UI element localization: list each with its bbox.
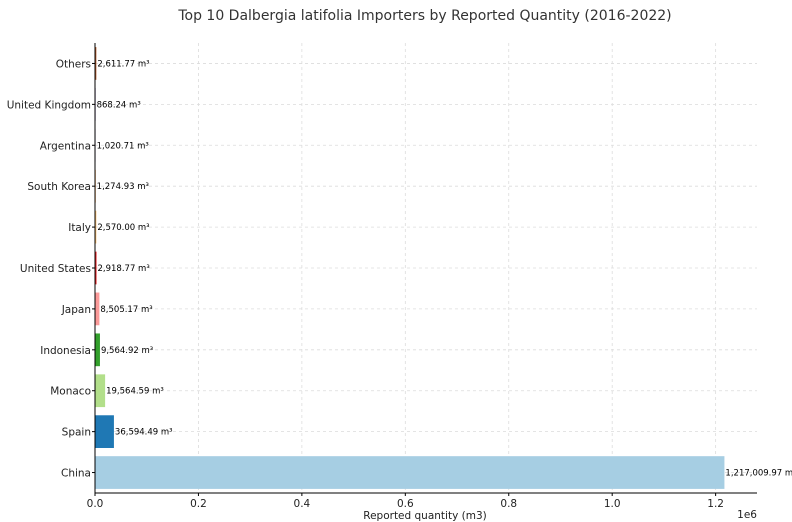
bar-others [95, 47, 97, 80]
data-label-united-kingdom: 868.24 m³ [97, 100, 141, 110]
y-tick-label-japan: Japan [61, 304, 91, 316]
data-label-argentina: 1,020.71 m³ [97, 141, 149, 151]
y-tick-label-others: Others [56, 58, 91, 70]
bar-china [95, 456, 725, 489]
bars [95, 47, 725, 489]
chart-title: Top 10 Dalbergia latifolia Importers by … [177, 8, 671, 24]
bar-spain [95, 415, 114, 448]
y-tick-label-monaco: Monaco [50, 386, 91, 398]
x-tick-label-1: 0.2 [190, 498, 207, 510]
x-tick-label-6: 1.2 [707, 498, 724, 510]
x-axis-label: Reported quantity (m3) [363, 510, 486, 522]
y-tick-label-argentina: Argentina [40, 140, 91, 152]
y-tick-label-united-states: United States [20, 263, 91, 275]
data-label-united-states: 2,918.77 m³ [98, 264, 150, 274]
gridlines [94, 43, 757, 493]
data-label-monaco: 19,564.59 m³ [106, 387, 164, 397]
x-tick-label-3: 0.6 [397, 498, 414, 510]
x-tick-label-0: 0.0 [87, 498, 104, 510]
data-label-indonesia: 9,564.92 m³ [101, 346, 153, 356]
data-label-others: 2,611.77 m³ [97, 59, 149, 69]
y-tick-label-italy: Italy [68, 222, 91, 234]
data-label-spain: 36,594.49 m³ [115, 428, 173, 438]
y-tick-label-china: China [61, 468, 91, 480]
y-tick-label-united-kingdom: United Kingdom [7, 99, 91, 111]
bar-united-states [95, 251, 97, 285]
bar-indonesia [95, 333, 100, 367]
axes: China Spain Monaco Indonesia Japan United Sta… [7, 43, 757, 510]
data-label-china: 1,217,009.97 m³ [725, 469, 792, 479]
data-label-japan: 8,505.17 m³ [100, 305, 152, 315]
x-tick-label-2: 0.4 [294, 498, 311, 510]
data-label-south-korea: 1,274.93 m³ [97, 182, 149, 192]
bar-japan [95, 292, 100, 326]
data-labels: 1,217,009.97 m³ 36,594.49 m³ 19,564.59 m³ 9… [97, 59, 792, 478]
x-tick-label-4: 0.8 [500, 498, 517, 510]
bar-italy [95, 210, 97, 244]
x-tick-label-5: 1.0 [604, 498, 621, 510]
x-axis-scale-note: 1e6 [737, 509, 757, 521]
y-tick-label-south-korea: South Korea [27, 181, 91, 193]
data-label-italy: 2,570.00 m³ [97, 223, 149, 233]
y-tick-label-spain: Spain [62, 427, 91, 439]
y-tick-label-indonesia: Indonesia [40, 345, 91, 357]
bar-monaco [95, 374, 106, 408]
